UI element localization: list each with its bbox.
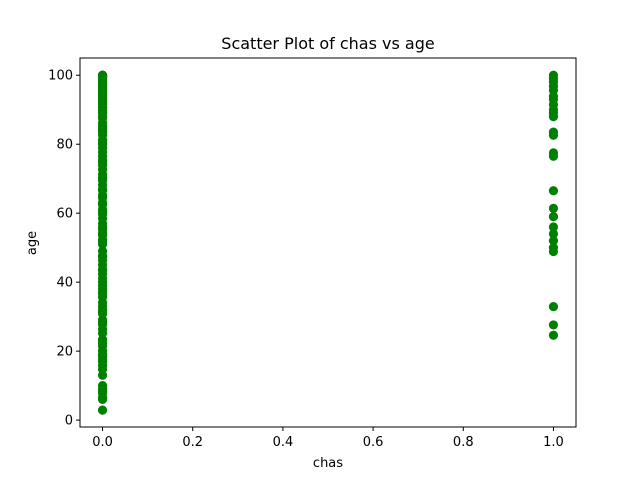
scatter-point	[97, 155, 108, 165]
scatter-point	[97, 289, 108, 299]
plot-frame	[79, 57, 577, 428]
scatter-point	[97, 98, 108, 109]
x-axis-label: chas	[313, 456, 343, 471]
x-tick-label: 0.4	[273, 435, 294, 450]
scatter-point	[97, 328, 108, 338]
scatter-point	[548, 320, 559, 330]
x-tick-label: 0.2	[182, 435, 203, 450]
scatter-point	[548, 229, 559, 239]
y-tick-label: 40	[56, 276, 73, 291]
scatter-point	[97, 207, 108, 217]
x-tick-label: 1.0	[543, 435, 564, 450]
scatter-point	[97, 364, 108, 375]
y-tick-label: 100	[48, 69, 73, 84]
scatter-point	[97, 281, 108, 291]
x-tick-label: 0.6	[363, 435, 384, 450]
x-axis-ticks: 0.0 0.2 0.4 0.6 0.8 1.0	[92, 427, 564, 450]
scatter-point	[97, 336, 108, 346]
scatter-point	[97, 307, 108, 317]
scatter-point	[97, 107, 108, 117]
scatter-point	[548, 243, 559, 253]
scatter-point	[97, 381, 108, 391]
scatter-point	[97, 174, 108, 184]
y-axis-label: age	[25, 231, 40, 255]
scatter-point	[97, 123, 108, 133]
scatter-point	[548, 127, 559, 137]
scatter-point	[548, 70, 559, 80]
y-tick-label: 0	[65, 414, 73, 429]
scatter-point	[548, 186, 559, 196]
scatter-point	[97, 138, 108, 148]
scatter-point	[548, 212, 559, 222]
scatter-point	[97, 405, 108, 415]
scatter-point	[97, 252, 108, 262]
scatter-point	[97, 236, 108, 247]
y-tick-label: 60	[56, 207, 73, 222]
scatter-point	[548, 148, 559, 158]
y-axis-ticks: 0 20 40 60 80 100	[48, 69, 80, 429]
scatter-point	[97, 184, 108, 194]
x-tick-label: 0.0	[92, 435, 113, 450]
chart-title: Scatter Plot of chas vs age	[221, 34, 434, 53]
y-tick-label: 20	[56, 345, 73, 360]
scatter-point	[548, 302, 559, 312]
scatter-point	[97, 90, 108, 100]
scatter-point	[97, 265, 108, 276]
scatter-point	[548, 236, 559, 246]
scatter-point	[548, 222, 559, 232]
scatter-point	[97, 81, 108, 91]
scatter-point	[97, 224, 108, 234]
scatter-point	[548, 330, 559, 340]
scatter-point	[548, 203, 559, 213]
x-tick-label: 0.8	[453, 435, 474, 450]
points-layer	[97, 70, 559, 415]
y-tick-label: 80	[56, 138, 73, 153]
